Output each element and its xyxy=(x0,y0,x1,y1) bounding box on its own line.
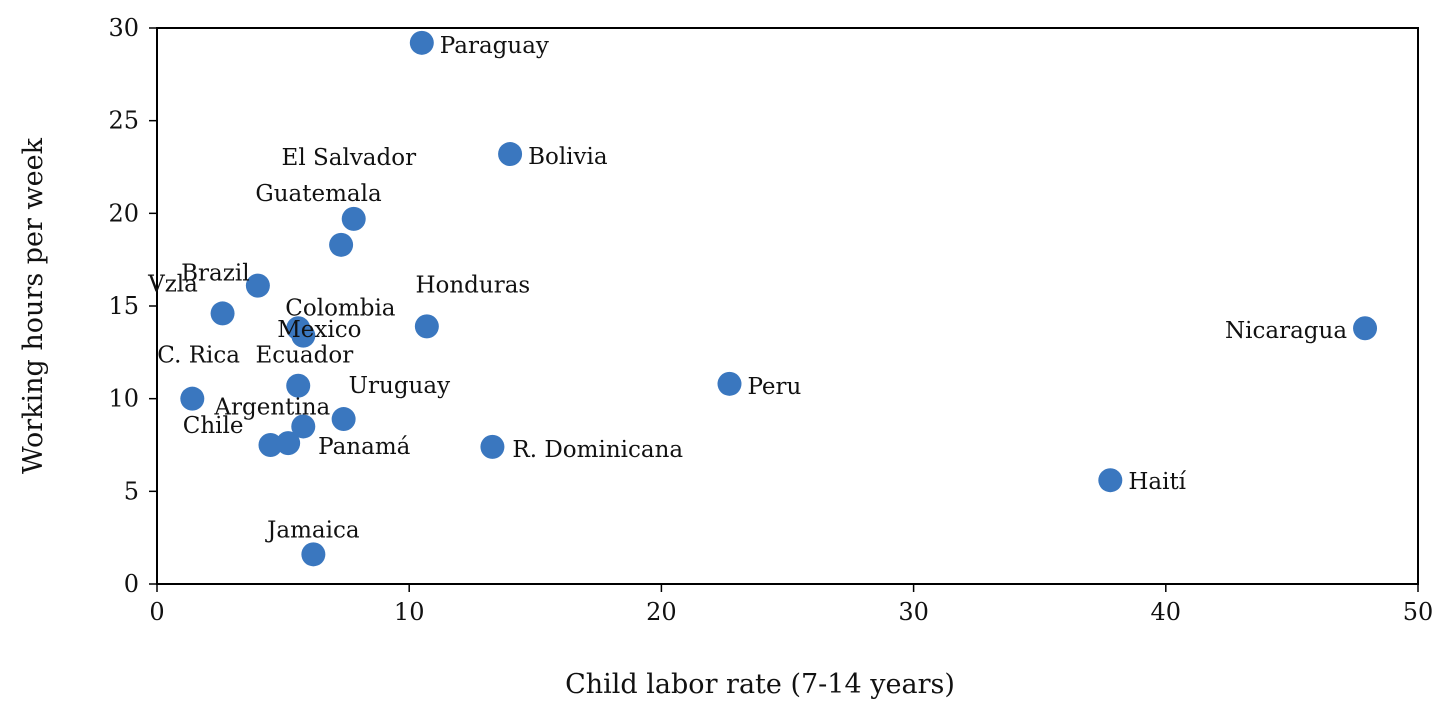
point-label: Nicaragua xyxy=(1225,318,1347,344)
data-point xyxy=(301,542,326,567)
y-axis-title: Working hours per week xyxy=(18,137,49,474)
y-axis: 0 5 10 15 20 25 30 xyxy=(108,14,157,598)
data-point xyxy=(291,414,316,439)
y-tick-label: 15 xyxy=(108,292,139,320)
data-point xyxy=(210,301,235,326)
point-label: Chile xyxy=(183,413,244,439)
x-tick-label: 20 xyxy=(646,598,677,626)
data-point xyxy=(498,142,523,167)
y-tick-label: 10 xyxy=(108,385,139,413)
x-tick-label: 10 xyxy=(394,598,425,626)
data-point xyxy=(258,433,283,457)
x-tick-label: 30 xyxy=(898,598,929,626)
point-label: Panamá xyxy=(318,434,410,460)
data-point xyxy=(1098,468,1123,493)
y-tick-label: 25 xyxy=(108,107,139,135)
data-point xyxy=(409,30,434,55)
point-label: Ecuador xyxy=(255,343,353,369)
point-label: Peru xyxy=(747,374,801,400)
point-labels: Paraguay Bolivia El Salvador Guatemala VzlaB… xyxy=(147,33,1347,544)
data-point xyxy=(717,371,742,396)
point-label: Jamaica xyxy=(265,517,360,543)
point-label: Paraguay xyxy=(440,33,549,59)
point-label: Bolivia xyxy=(528,144,608,170)
point-label: Haití xyxy=(1128,469,1186,495)
point-label: C. Rica xyxy=(157,343,240,369)
data-point xyxy=(291,323,316,348)
data-point xyxy=(480,434,505,459)
data-point xyxy=(341,206,366,231)
x-tick-label: 0 xyxy=(149,598,164,626)
data-point xyxy=(331,407,356,432)
data-point xyxy=(414,314,439,339)
data-point xyxy=(276,431,301,456)
point-label: Uruguay xyxy=(349,373,450,399)
y-tick-label: 30 xyxy=(108,14,139,42)
x-axis-title: Child labor rate (7-14 years) xyxy=(565,669,955,700)
point-label: Argentina xyxy=(213,394,330,420)
point-label: Brazil xyxy=(181,260,249,286)
y-tick-label: 20 xyxy=(108,199,139,227)
point-label: Colombia xyxy=(285,296,396,322)
data-point xyxy=(245,273,270,298)
point-label: R. Dominicana xyxy=(512,437,683,463)
y-tick-label: 5 xyxy=(124,477,139,505)
y-tick-label: 0 xyxy=(124,570,139,598)
point-label: El Salvador xyxy=(282,145,417,171)
point-label: Mexico xyxy=(277,317,361,343)
data-point xyxy=(1353,316,1378,341)
x-tick-label: 50 xyxy=(1403,598,1434,626)
point-label: Vzla xyxy=(147,272,198,298)
data-point xyxy=(286,373,311,398)
data-point xyxy=(180,386,205,411)
point-label: Guatemala xyxy=(255,181,382,207)
data-point xyxy=(329,232,354,257)
point-label: Honduras xyxy=(415,272,530,298)
x-axis: 0 10 20 30 40 50 xyxy=(149,584,1433,626)
data-points xyxy=(180,30,1378,567)
x-tick-label: 40 xyxy=(1151,598,1182,626)
